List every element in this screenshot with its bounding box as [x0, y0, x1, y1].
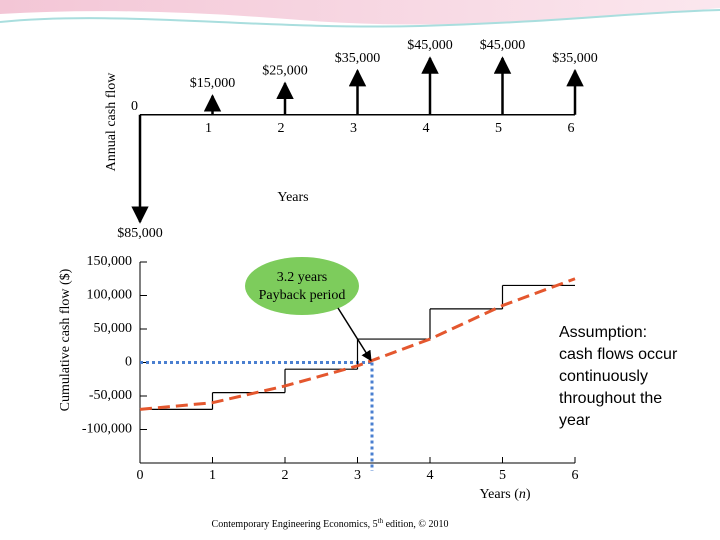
y-tick-label: 50,000	[94, 321, 133, 336]
x-tick-label: 0	[137, 468, 144, 483]
x-tick-label: 5	[495, 121, 502, 136]
cumulative-curve	[139, 277, 576, 411]
y-tick-label: 0	[125, 355, 132, 370]
y-axis-label: Cumulative cash flow ($)	[58, 268, 73, 411]
x-tick-label: 5	[499, 468, 506, 483]
value-label: $45,000	[407, 38, 453, 53]
x-tick-label: 6	[572, 468, 579, 483]
x-axis-label: Years (n)	[479, 487, 530, 502]
note-text: cash flows occur	[559, 346, 678, 363]
y-tick-label: 100,000	[87, 288, 133, 303]
annotation-text: 3.2 years	[277, 270, 328, 285]
x-tick-label: 6	[568, 121, 575, 136]
note-text: throughout the	[559, 390, 662, 407]
x-tick-label: 3	[354, 468, 361, 483]
note-text: year	[559, 412, 591, 429]
note-text: Assumption:	[559, 324, 647, 341]
y-tick-label: -100,000	[82, 422, 132, 437]
value-label: $35,000	[335, 51, 381, 66]
x-tick-label: 4	[427, 468, 434, 483]
x-tick-label: 1	[209, 468, 216, 483]
x-axis-label: Years	[277, 190, 308, 205]
x-tick-label: 2	[278, 121, 285, 136]
annotation-arrow	[337, 307, 372, 362]
x-tick-label: 1	[205, 121, 212, 136]
y-tick-label: 150,000	[87, 254, 133, 269]
y-tick-label: -50,000	[89, 388, 132, 403]
value-label: $25,000	[262, 63, 308, 78]
header-band	[0, 0, 720, 25]
value-label: $85,000	[117, 226, 163, 241]
footer: Contemporary Engineering Economics, 5th …	[212, 517, 449, 531]
value-label: $45,000	[480, 38, 526, 53]
value-label: $15,000	[190, 76, 236, 91]
x-tick-label: 4	[423, 121, 430, 136]
x-tick-label: 2	[282, 468, 289, 483]
value-label: $35,000	[552, 51, 598, 66]
y-axis-label: Annual cash flow	[104, 72, 119, 172]
header-curve	[0, 9, 720, 28]
x-tick-label: 0	[131, 99, 138, 114]
annotation-bubble	[245, 257, 359, 315]
x-tick-label: 3	[350, 121, 357, 136]
note-text: continuously	[559, 368, 648, 385]
annotation-text: Payback period	[259, 288, 346, 303]
